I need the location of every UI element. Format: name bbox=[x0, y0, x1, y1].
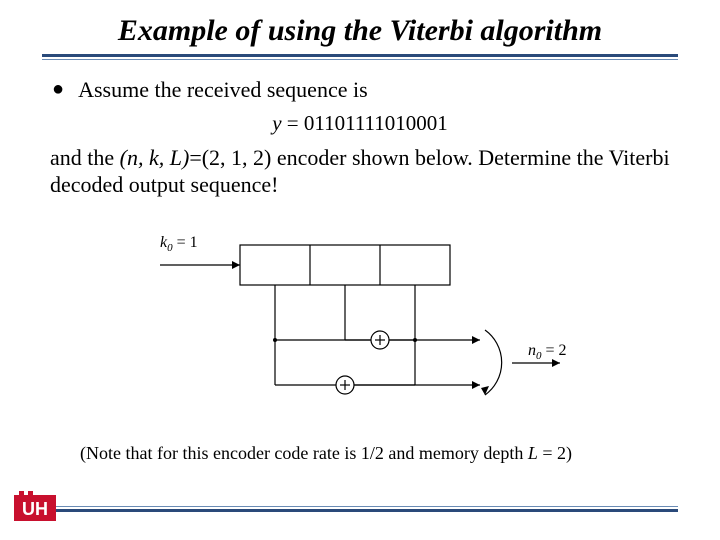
paragraph: and the (n, k, L)=(2, 1, 2) encoder show… bbox=[50, 144, 670, 199]
para-pre: and the bbox=[50, 145, 120, 170]
encoder-diagram: k0 = 1 bbox=[50, 225, 670, 415]
slide-title: Example of using the Viterbi algorithm bbox=[0, 0, 720, 54]
footer-rule bbox=[42, 506, 678, 512]
equation: y = 01101111010001 bbox=[50, 110, 670, 136]
bullet-text: Assume the received sequence is bbox=[78, 76, 368, 104]
u-out-arrow bbox=[472, 336, 480, 344]
final-out-arrow bbox=[552, 359, 560, 367]
slide: Example of using the Viterbi algorithm ●… bbox=[0, 0, 720, 540]
uh-logo-svg: UH bbox=[14, 491, 56, 525]
eq-rhs: 01101111010001 bbox=[304, 111, 448, 135]
note: (Note that for this encoder code rate is… bbox=[80, 443, 670, 464]
commutator-arrow bbox=[481, 386, 489, 395]
k-label: k0 = 1 bbox=[160, 234, 198, 254]
bullet-row: ● Assume the received sequence is bbox=[50, 76, 670, 104]
l-out-arrow bbox=[472, 381, 480, 389]
body: ● Assume the received sequence is y = 01… bbox=[0, 60, 720, 415]
uh-logo: UH bbox=[14, 491, 56, 530]
para-tuple-label: (n, k, L) bbox=[120, 145, 190, 170]
note-pre: (Note that for this encoder code rate is… bbox=[80, 443, 528, 463]
tap1-node-u bbox=[273, 338, 277, 342]
bullet-icon: ● bbox=[50, 76, 64, 103]
n-label: n0 = 2 bbox=[528, 342, 567, 362]
input-arrow bbox=[232, 261, 240, 269]
note-var: L bbox=[528, 443, 538, 463]
eq-lhs: y bbox=[272, 111, 281, 135]
encoder-svg: k0 = 1 bbox=[150, 225, 570, 415]
para-tuple-val: =(2, 1, 2) bbox=[189, 145, 271, 170]
logo-text: UH bbox=[22, 499, 48, 519]
note-post: = 2) bbox=[538, 443, 572, 463]
register-box bbox=[240, 245, 450, 285]
eq-equals: = bbox=[287, 111, 304, 135]
commutator-arc bbox=[485, 330, 502, 395]
